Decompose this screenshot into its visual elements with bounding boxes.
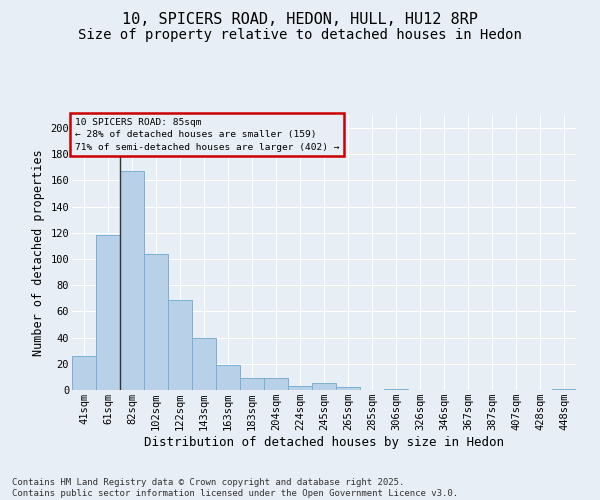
- X-axis label: Distribution of detached houses by size in Hedon: Distribution of detached houses by size …: [144, 436, 504, 449]
- Text: 10 SPICERS ROAD: 85sqm
← 28% of detached houses are smaller (159)
71% of semi-de: 10 SPICERS ROAD: 85sqm ← 28% of detached…: [74, 118, 339, 152]
- Bar: [72, 356, 96, 390]
- Text: Size of property relative to detached houses in Hedon: Size of property relative to detached ho…: [78, 28, 522, 42]
- Text: Contains HM Land Registry data © Crown copyright and database right 2025.
Contai: Contains HM Land Registry data © Crown c…: [12, 478, 458, 498]
- Bar: [192, 338, 216, 390]
- Bar: [264, 378, 288, 390]
- Bar: [288, 386, 312, 390]
- Bar: [96, 236, 120, 390]
- Bar: [552, 388, 576, 390]
- Bar: [120, 172, 144, 390]
- Y-axis label: Number of detached properties: Number of detached properties: [32, 149, 45, 356]
- Bar: [240, 378, 264, 390]
- Bar: [312, 384, 336, 390]
- Text: 10, SPICERS ROAD, HEDON, HULL, HU12 8RP: 10, SPICERS ROAD, HEDON, HULL, HU12 8RP: [122, 12, 478, 28]
- Bar: [168, 300, 192, 390]
- Bar: [216, 365, 240, 390]
- Bar: [144, 254, 168, 390]
- Bar: [384, 388, 408, 390]
- Bar: [336, 388, 360, 390]
